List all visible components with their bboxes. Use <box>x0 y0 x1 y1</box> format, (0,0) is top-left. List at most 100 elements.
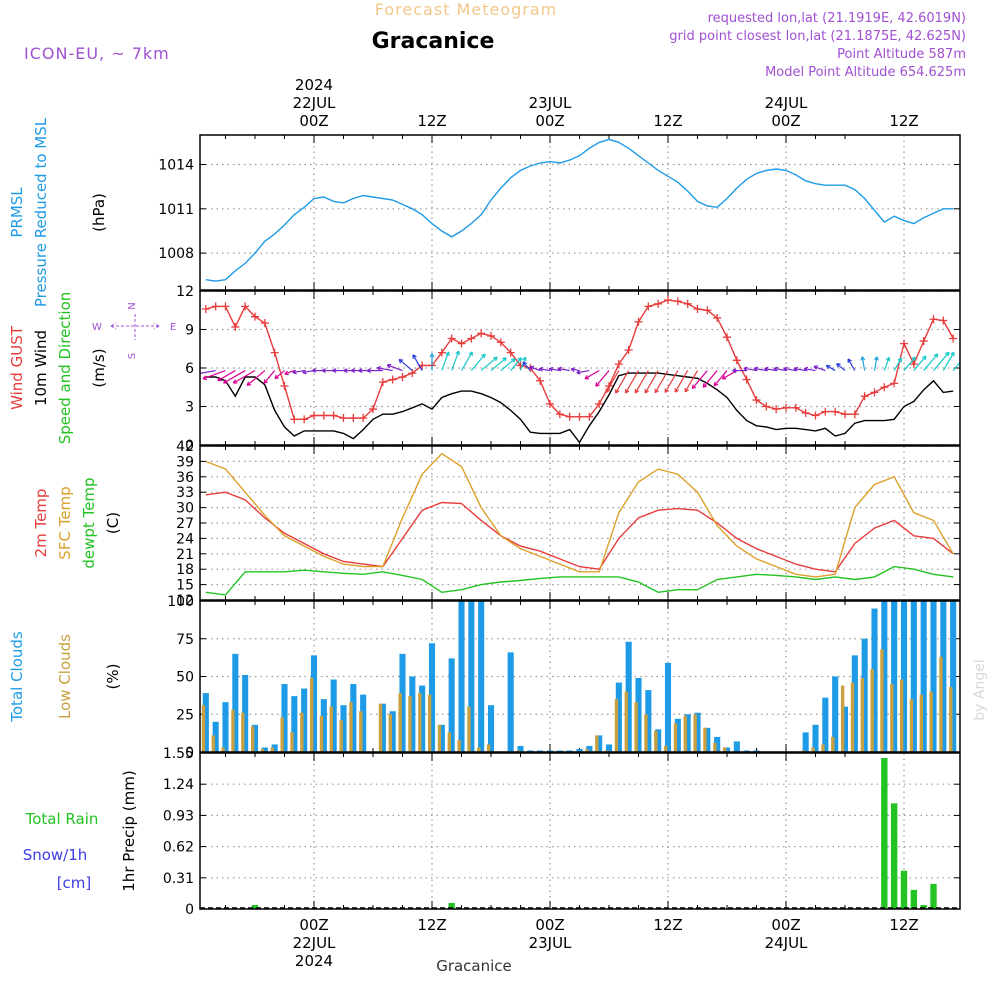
wind-arrow-head <box>358 368 363 374</box>
total-cloud-bar <box>733 741 740 752</box>
total-cloud-bar <box>448 658 455 752</box>
panel-frame <box>199 600 961 753</box>
total-cloud-bar <box>458 601 465 752</box>
total-cloud-bar <box>242 674 249 752</box>
total-cloud-bar <box>841 706 849 752</box>
wind-arrow <box>386 364 403 372</box>
wind-arrow <box>702 370 718 388</box>
location-title: Gracanice <box>372 29 495 54</box>
y-tick-label: 75 <box>176 632 194 648</box>
total-cloud-bar <box>664 662 672 752</box>
wind-arrow-head <box>398 358 404 364</box>
wind-arrow <box>274 370 285 380</box>
low-cloud-bar <box>339 720 343 752</box>
gust-marker <box>310 411 318 420</box>
series-line-dewpt-temp <box>205 565 954 596</box>
total-cloud-bar <box>802 732 809 752</box>
panel-frame <box>199 134 961 291</box>
low-cloud-bar <box>870 668 874 752</box>
y-tick-label: 1008 <box>158 246 194 262</box>
wind-arrow <box>500 358 516 372</box>
total-cloud-bar <box>655 729 662 752</box>
low-cloud-bar <box>703 727 707 752</box>
model-altitude: Model Point Altitude 654.625m <box>765 65 966 80</box>
total-cloud-bar <box>419 685 426 752</box>
wind-arrow-head <box>232 379 238 384</box>
panel-label: 2m Temp <box>32 489 50 558</box>
wind-arrow-head <box>576 369 581 375</box>
gust-marker <box>644 302 653 311</box>
gust-marker <box>723 333 731 342</box>
total-cloud-bar <box>625 641 632 752</box>
total-cloud-bar <box>271 744 278 752</box>
wind-arrow-head <box>386 363 392 369</box>
low-cloud-bar <box>713 742 717 752</box>
wind-arrow <box>377 367 393 372</box>
wind-arrow <box>605 370 620 393</box>
gust-marker <box>850 410 859 419</box>
wind-arrow <box>202 370 226 380</box>
y-tick-label: 39 <box>176 454 194 470</box>
wind-arrow-head <box>557 366 562 372</box>
wind-arrow-head <box>246 381 252 386</box>
panel-label: Total Clouds <box>8 631 26 723</box>
wind-arrow <box>539 368 551 372</box>
top-tick-label: 12Z <box>889 112 918 130</box>
wind-arrow <box>595 370 610 387</box>
axis-title-precip: 1hr Precip (mm) <box>120 770 138 891</box>
wind-arrow-head <box>674 388 679 393</box>
compass-north: N <box>127 302 138 309</box>
low-cloud-bar <box>890 684 894 752</box>
series-line-2m-temp <box>205 491 954 573</box>
panel-clouds: 0 25 50 75 100 Total Clouds Low Clouds (%) <box>8 594 961 761</box>
gust-marker <box>349 414 358 423</box>
plot-area-wind <box>200 295 960 444</box>
wind-arrow <box>743 367 757 372</box>
total-cloud-bar <box>714 736 721 752</box>
total-cloud-bar <box>399 653 406 752</box>
bottom-tick-label: 00Z <box>771 916 800 934</box>
wind-arrow <box>684 370 699 393</box>
top-tick-label: 22JUL <box>293 94 336 112</box>
gust-marker <box>762 402 771 411</box>
low-cloud-bar <box>329 706 333 752</box>
wind-arrow <box>644 370 659 394</box>
wind-arrow <box>584 370 600 380</box>
wind-arrow-head <box>538 366 544 372</box>
wind-arrow-head <box>493 356 498 362</box>
wind-arrow <box>451 350 460 371</box>
gust-marker <box>703 306 712 315</box>
wind-arrow <box>893 357 902 371</box>
series-line-wind-gust <box>205 299 954 420</box>
y-tick-label: 1011 <box>158 202 194 218</box>
total-cloud-bar <box>360 694 367 752</box>
panel-wind: 0 3 6 9 12 Wind GUST 10m Wind Speed and Directi… <box>8 284 961 454</box>
low-cloud-bar <box>231 709 235 752</box>
wind-arrow-head <box>847 358 852 363</box>
legend-snow: Snow/1h <box>23 846 88 864</box>
y-tick-label: 36 <box>176 470 194 486</box>
panel-precip: 0 0.31 0.62 0.93 1.24 1.55 Total Rain Snow/1h [c… <box>23 746 961 918</box>
rain-bar <box>920 904 927 909</box>
low-cloud-bar <box>614 699 619 752</box>
panel-frame <box>199 290 961 446</box>
wind-arrow-head <box>691 384 697 390</box>
low-cloud-bar <box>693 714 697 752</box>
total-cloud-bar <box>596 735 603 752</box>
gust-marker <box>782 403 790 412</box>
panel-label: (%) <box>104 664 122 690</box>
wind-arrow <box>913 355 927 371</box>
low-cloud-bar <box>949 687 953 752</box>
panel-label: Wind GUST <box>8 325 26 410</box>
wind-arrow <box>664 370 679 393</box>
total-cloud-bar <box>684 714 691 752</box>
wind-arrow <box>933 351 950 371</box>
wind-arrow-head <box>522 356 527 362</box>
rain-bar <box>881 758 888 909</box>
total-cloud-bar <box>389 711 396 752</box>
watermark: by Angel <box>972 659 988 720</box>
total-cloud-bar <box>232 653 239 752</box>
wind-arrow-head <box>570 367 575 373</box>
low-cloud-bar <box>359 711 363 752</box>
